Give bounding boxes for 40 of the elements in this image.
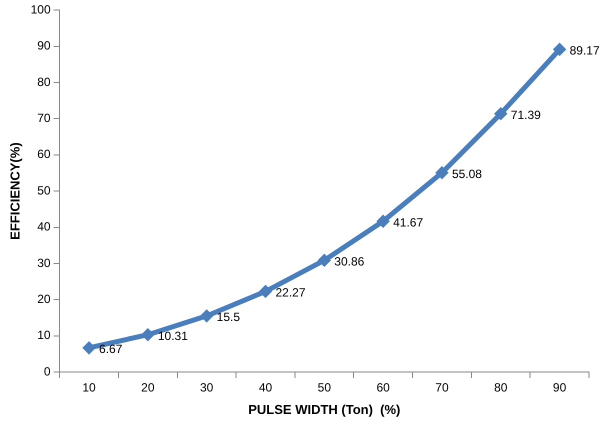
x-tick-label: 60 [376,380,390,395]
x-tick-label: 90 [552,380,567,395]
x-tick-label: 40 [258,380,272,395]
y-tick-label: 50 [37,183,51,198]
point [376,214,390,228]
data-label: 41.67 [393,216,424,230]
data-label: 6.67 [99,342,123,356]
y-tick-label: 60 [37,147,51,162]
point [141,328,154,342]
point [494,107,508,120]
y-axis-title: EFFICIENCY(%) [7,142,22,240]
y-tick-label: 10 [37,328,51,342]
y-tick-label: 100 [30,2,51,17]
data-label: 55.08 [452,167,482,182]
y-tick-label: 90 [37,38,51,53]
y-tick-label: 70 [37,111,51,126]
data-label: 71.39 [510,108,542,122]
data-label: 89.17 [570,44,600,58]
y-tick-label: 20 [37,292,51,306]
y-tick-label: 0 [44,364,51,378]
y-tick-label: 30 [37,256,51,270]
x-tick-label: 30 [200,380,214,395]
x-tick-label: 20 [141,380,155,395]
data-label: 22.27 [275,286,306,300]
x-tick-label: 80 [494,380,508,395]
x-tick-label: 10 [82,380,96,395]
x-tick-label: 50 [318,380,332,395]
data-label: 10.31 [158,329,188,344]
data-label: 15.5 [216,310,240,324]
y-tick-label: 40 [37,220,51,234]
point [200,309,214,322]
point [553,42,566,56]
x-axis-title: PULSE WIDTH (Ton) (%) [248,402,400,417]
data-label: 30.86 [334,254,365,269]
y-tick-label: 80 [37,74,51,89]
point [82,341,96,354]
point [435,166,448,180]
point [318,254,331,267]
x-tick-label: 70 [435,380,449,395]
point [258,284,272,298]
